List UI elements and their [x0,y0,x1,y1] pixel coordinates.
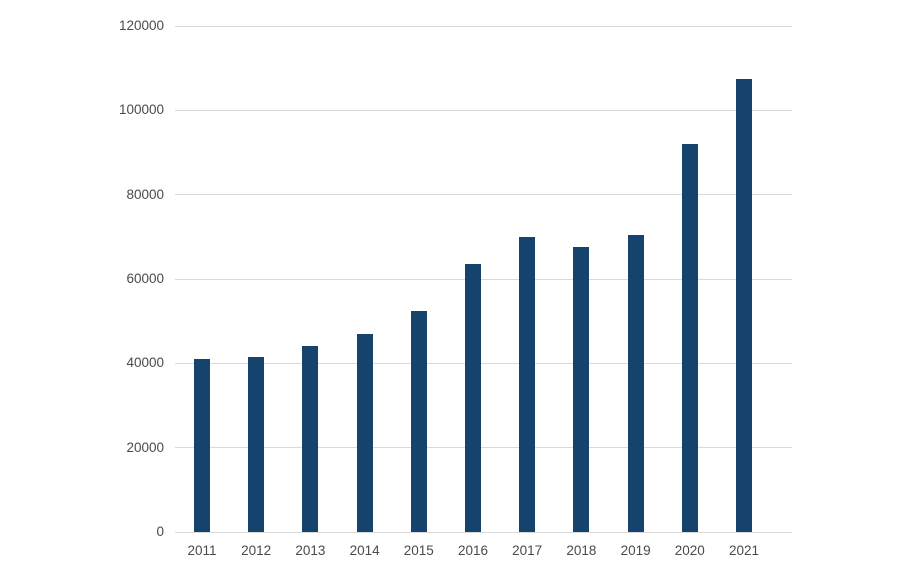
gridline-0 [175,531,792,533]
y-tick-label: 80000 [126,186,164,202]
bar-2020 [681,144,698,532]
bar-2012 [248,357,265,532]
y-tick-label: 20000 [126,439,164,455]
y-tick-label: 60000 [126,271,164,286]
x-tick-label-2018: 2018 [566,543,597,558]
gridline-20000 [175,447,792,449]
y-tick-label: 0 [156,524,164,539]
x-tick-label-2021: 2021 [728,543,760,558]
x-tick-label-2014: 2014 [349,543,380,558]
bar-2021 [736,78,752,532]
y-tick-label: 40000 [126,355,164,371]
y-tick-label: 100000 [118,102,164,118]
x-tick-label-2012: 2012 [241,543,272,558]
bar-2013 [302,346,319,532]
bar-2011 [194,359,210,532]
x-tick-label-2017: 2017 [512,543,543,558]
bar-2019 [627,234,644,532]
gridline-80000 [175,194,792,196]
bar-2014 [356,333,373,532]
gridline-40000 [175,362,792,364]
y-tick-label: 120000 [118,18,164,33]
x-tick-label-2013: 2013 [295,543,326,558]
bar-2017 [519,236,536,532]
x-tick-label-2016: 2016 [457,543,489,558]
x-tick-label-2011: 2011 [187,543,217,558]
x-tick-label-2020: 2020 [674,543,705,558]
gridline-120000 [175,25,792,27]
x-tick-label-2015: 2015 [403,543,434,558]
x-tick-label-2019: 2019 [620,543,651,558]
gridline-60000 [175,278,792,280]
bar-2018 [573,247,590,532]
bar-2015 [410,310,427,532]
gridline-100000 [175,109,792,111]
bar-2016 [465,264,481,532]
